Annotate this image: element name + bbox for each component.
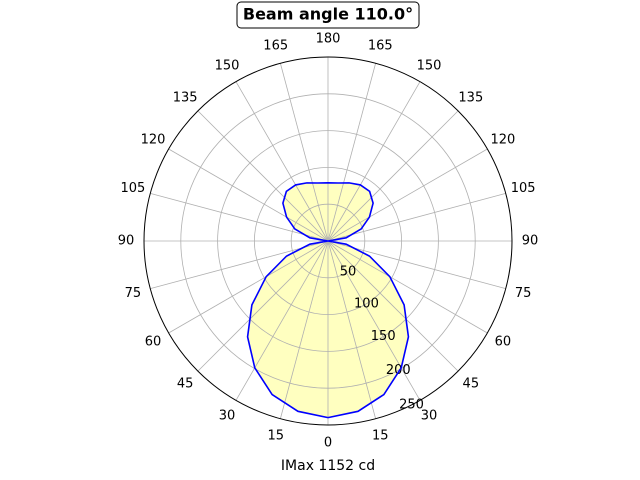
angle-tick-label: 90 [522, 234, 539, 249]
angle-grid-line [235, 240, 329, 401]
angle-tick-label: 90 [118, 234, 135, 249]
outer-spine [143, 56, 513, 426]
angle-tick-label: 120 [141, 133, 166, 148]
angle-tick-label: 15 [267, 429, 284, 444]
angle-grid-line [327, 240, 459, 372]
title-box [236, 1, 420, 29]
angle-tick-label: 60 [495, 335, 512, 350]
angle-grid-line [327, 63, 377, 242]
angle-tick-label: 135 [173, 91, 198, 106]
radial-tick-label: 200 [386, 363, 411, 378]
angle-tick-label: 45 [177, 376, 194, 391]
radial-tick-label: 100 [354, 296, 379, 311]
angle-tick-label: 60 [145, 335, 162, 350]
angle-tick-label: 180 [316, 32, 341, 47]
angle-grid-line [327, 240, 506, 290]
angle-grid-line [327, 192, 506, 242]
angle-grid-line [327, 81, 421, 242]
line [246, 182, 410, 419]
angle-tick-label: 135 [458, 91, 483, 106]
angle-grid-line [327, 240, 377, 419]
angle-grid-line [327, 240, 488, 334]
angle-tick-label: 120 [491, 133, 516, 148]
radial-tick-label: 150 [371, 329, 396, 344]
angle-grid-line [197, 110, 329, 242]
radial-tick-label: 250 [399, 397, 424, 412]
angle-tick-label: 165 [263, 38, 288, 53]
angle-grid-line [168, 148, 329, 242]
angle-grid-line [327, 148, 488, 242]
radial-tick-label: 50 [340, 264, 357, 279]
angle-tick-label: 165 [368, 38, 393, 53]
angle-tick-label: 45 [463, 376, 480, 391]
radial-grid-line [290, 203, 366, 279]
x-axis-label: IMax 1152 cd [281, 458, 375, 474]
angle-tick-label: 30 [219, 408, 236, 423]
angle-grid-line [150, 240, 329, 290]
angle-grid-line [168, 240, 329, 334]
radial-grid-line [217, 130, 439, 352]
angle-tick-label: 75 [125, 286, 142, 301]
angle-tick-label: 150 [417, 59, 442, 74]
chart-title: Beam angle 110.0° [243, 5, 413, 24]
angle-tick-label: 0 [324, 436, 332, 451]
angle-grid-line [197, 240, 329, 372]
angle-grid-line [279, 240, 329, 419]
angle-tick-label: 105 [511, 181, 536, 196]
angle-grid-line [327, 240, 421, 401]
angle-tick-label: 30 [421, 408, 438, 423]
radial-grid-line [253, 166, 402, 315]
angle-tick-label: 15 [372, 429, 389, 444]
angle-grid-line [235, 81, 329, 242]
angle-tick-label: 105 [120, 181, 145, 196]
angle-tick-label: 75 [515, 286, 532, 301]
angle-grid-line [279, 63, 329, 242]
angle-tick-label: 150 [215, 59, 240, 74]
radial-grid-line [180, 93, 476, 389]
angle-grid-line [150, 192, 329, 242]
angle-grid-line [327, 110, 459, 242]
